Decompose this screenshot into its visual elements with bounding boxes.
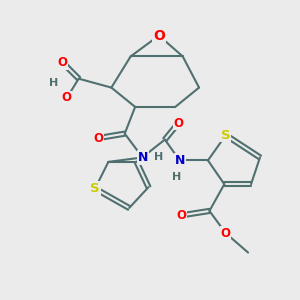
Text: H: H [172,172,182,182]
Text: H: H [49,78,58,88]
Text: O: O [93,132,103,145]
Text: S: S [221,129,231,142]
Text: O: O [176,209,186,222]
Text: O: O [62,92,72,104]
Text: N: N [137,151,148,164]
Text: H: H [154,152,164,162]
Text: O: O [153,28,165,43]
Text: O: O [57,56,67,69]
Text: N: N [175,154,185,167]
Text: O: O [221,227,231,240]
Text: O: O [173,117,183,130]
Text: S: S [90,182,100,195]
